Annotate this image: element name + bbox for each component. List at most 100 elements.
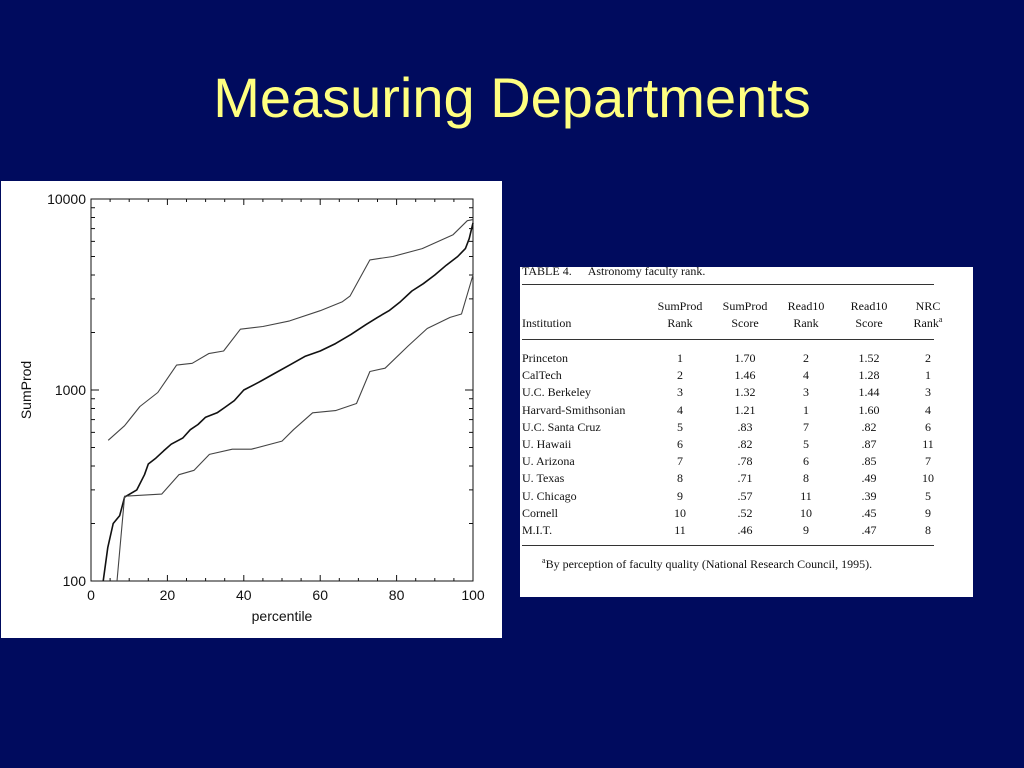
table-caption-text: Astronomy faculty rank. [587, 267, 706, 278]
table-cell: 4 [925, 402, 931, 417]
table-cell: 4 [677, 402, 683, 417]
table-cell: 6 [925, 419, 931, 434]
table-cell: 11 [922, 437, 934, 451]
table-cell: 4 [803, 368, 809, 383]
column-header-line2: Institution [522, 316, 571, 330]
column-header-line1: SumProd [722, 299, 768, 313]
institution-cell: U.C. Berkeley [522, 385, 591, 400]
table-cell: 11 [800, 488, 812, 503]
column-header-text: Rank [667, 316, 693, 330]
table-rule-bottom [522, 545, 934, 546]
y-tick-label: 1000 [55, 382, 86, 398]
table-cell: .45 [861, 505, 877, 520]
table-cell: 1 [925, 368, 931, 383]
table-cell: 5 [925, 488, 931, 503]
table-cell: 9 [803, 523, 809, 537]
table-cell: 1.70 [734, 351, 756, 365]
institution-cell: U.C. Santa Cruz [522, 419, 601, 434]
table-cell: .71 [737, 471, 753, 486]
table-cell: .46 [737, 523, 753, 537]
x-axis-label: percentile [252, 608, 313, 624]
table-cell: .49 [861, 471, 877, 486]
x-tick-label: 0 [87, 587, 95, 603]
table-cell: 9 [677, 488, 683, 503]
y-tick-label: 100 [63, 573, 87, 589]
table-cell: 1 [803, 402, 809, 417]
lower-bound-line [116, 274, 474, 582]
median-line [102, 222, 474, 582]
institution-cell: M.I.T. [522, 523, 553, 537]
footnote-mark: a [542, 556, 546, 565]
plot-frame [90, 198, 474, 582]
table-cell: 10 [800, 505, 812, 520]
table-cell: 7 [925, 454, 931, 469]
table-cell: 3 [803, 385, 809, 400]
institution-cell: U. Hawaii [522, 437, 572, 451]
faculty-rank-table: TABLE 4. Astronomy faculty rank. Institut… [520, 267, 973, 597]
table-cell: 1 [677, 351, 683, 365]
column-header-text: Institution [522, 316, 572, 330]
y-tick-label: 10000 [47, 191, 86, 207]
table-cell: .78 [737, 454, 753, 469]
column-header-footnote-mark: a [938, 315, 943, 324]
table-cell: .57 [737, 488, 753, 503]
table-cell: 2 [677, 368, 683, 383]
table-cell: 1.52 [858, 351, 880, 365]
table-cell: .85 [861, 454, 877, 469]
table-footnote: aBy perception of faculty quality (Natio… [542, 557, 872, 572]
column-header-line1: NRC [915, 299, 941, 313]
table-cell: 7 [803, 419, 809, 434]
table-cell: 1.28 [858, 368, 880, 383]
upper-bound-line [107, 219, 474, 441]
table-rule-top [522, 284, 934, 285]
table-cell: 8 [677, 471, 683, 486]
y-axis-label: SumProd [18, 361, 34, 419]
sumprod-percentile-chart: 0 20 40 60 80 100 100 1000 10000 percentile Sum… [1, 181, 502, 638]
column-header-line1: Read10 [787, 299, 825, 313]
table-cell: 1.60 [858, 402, 880, 417]
x-tick-label: 100 [461, 587, 485, 603]
institution-cell: Harvard-Smithsonian [522, 402, 626, 417]
table-cell: 8 [803, 471, 809, 486]
slide-title: Measuring Departments [213, 66, 811, 129]
footnote-text: By perception of faculty quality (Nation… [545, 557, 873, 571]
table-cell: 3 [925, 385, 931, 400]
x-tick-label: 60 [312, 587, 328, 603]
table-caption: TABLE 4. Astronomy faculty rank. [522, 267, 705, 279]
institution-cell: CalTech [522, 368, 562, 383]
table-cell: 1.21 [734, 402, 756, 417]
column-header-text: Rank [793, 316, 819, 330]
column-header-line2: Rank [650, 316, 710, 331]
column-header-line2: Score [715, 316, 775, 331]
institution-cell: U. Texas [522, 471, 565, 486]
table-cell: .52 [737, 505, 753, 520]
table-caption-label: TABLE 4. [522, 267, 572, 278]
table-cell: 1.46 [734, 368, 756, 383]
institution-cell: Princeton [522, 351, 568, 365]
table-cell: .83 [737, 419, 753, 434]
column-header-line1: SumProd [657, 299, 703, 313]
table-cell: 7 [677, 454, 683, 469]
table-cell: .39 [861, 488, 877, 503]
table-cell: 2 [803, 351, 809, 365]
institution-cell: U. Arizona [522, 454, 575, 469]
table-cell: 8 [925, 523, 931, 537]
column-header-text: Score [855, 316, 883, 330]
column-header-line2: Ranka [898, 316, 958, 331]
table-cell: 9 [925, 505, 931, 520]
table-cell: .47 [861, 523, 877, 537]
table-cell: 6 [803, 454, 809, 469]
column-header-line2: Score [839, 316, 899, 331]
table-cell: 1.32 [734, 385, 756, 400]
table-cell: 2 [925, 351, 931, 365]
table-cell: 6 [677, 437, 683, 451]
table-cell: 11 [674, 523, 686, 537]
table-cell: .82 [861, 419, 877, 434]
table-cell: .82 [737, 437, 753, 451]
table-cell: 5 [677, 419, 683, 434]
table-cell: 3 [677, 385, 683, 400]
x-tick-label: 80 [389, 587, 405, 603]
table-cell: 1.44 [858, 385, 880, 400]
x-tick-label: 40 [236, 587, 252, 603]
table-cell: 10 [922, 471, 934, 486]
